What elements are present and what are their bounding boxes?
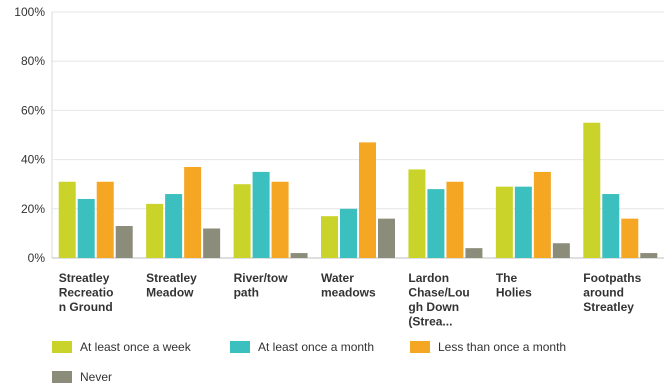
legend-swatch-less xyxy=(410,341,430,353)
bar xyxy=(640,253,658,258)
x-category-label: Water meadows xyxy=(321,271,376,300)
bar xyxy=(233,184,251,258)
bar xyxy=(552,243,570,258)
y-tick-label: 20% xyxy=(21,202,45,216)
x-category-label-line: Streatley xyxy=(146,271,197,285)
legend-item-week: At least once a week xyxy=(52,340,191,354)
x-category-label-line: Streatley xyxy=(59,271,110,285)
bar xyxy=(252,171,270,258)
bar xyxy=(203,228,221,258)
x-category-label-line: meadows xyxy=(321,286,376,300)
y-tick-label: 40% xyxy=(21,153,45,167)
bar xyxy=(321,216,338,258)
y-tick-label: 80% xyxy=(21,54,45,68)
bar xyxy=(514,186,532,258)
bar xyxy=(359,142,376,258)
x-category-label-line: Meadow xyxy=(146,286,194,300)
bar xyxy=(408,169,426,258)
x-category-label-line: around xyxy=(583,286,624,300)
bar xyxy=(77,198,95,258)
bar xyxy=(290,253,308,258)
x-category-label-line: Chase/Lou xyxy=(408,286,469,300)
y-tick-label: 60% xyxy=(21,103,45,117)
bar xyxy=(427,189,445,258)
legend-swatch-week xyxy=(52,341,72,353)
bar xyxy=(58,181,76,258)
x-category-label: Streatley Recreatio n Ground xyxy=(59,271,114,314)
legend-label-month: At least once a month xyxy=(258,340,375,354)
x-category-label-line: n Ground xyxy=(59,300,113,314)
legend-item-never: Never xyxy=(52,370,112,384)
x-category-label-line: path xyxy=(234,286,259,300)
legend-swatch-never xyxy=(52,371,72,383)
bar xyxy=(621,218,639,258)
bar xyxy=(340,208,357,258)
legend-label-week: At least once a week xyxy=(80,340,191,354)
bar xyxy=(378,218,395,258)
x-category-label-line: Lardon xyxy=(408,271,449,285)
x-category-label-line: The xyxy=(496,271,518,285)
x-category-label-line: (Strea... xyxy=(408,315,452,329)
x-category-label-line: River/tow xyxy=(234,271,289,285)
bar xyxy=(115,226,133,258)
bar xyxy=(165,194,183,258)
bar xyxy=(146,203,164,258)
x-category-label: The Holies xyxy=(496,271,532,300)
x-category-label-line: Streatley xyxy=(583,300,634,314)
x-category-label-line: Holies xyxy=(496,286,532,300)
legend-item-month: At least once a month xyxy=(230,340,374,354)
y-tick-label: 0% xyxy=(28,251,46,265)
bar xyxy=(602,194,620,258)
legend-label-less: Less than once a month xyxy=(438,340,567,354)
bar xyxy=(465,248,483,258)
x-category-label: Streatley Meadow xyxy=(146,271,197,300)
bar xyxy=(583,122,601,258)
x-category-label-line: Recreatio xyxy=(59,286,114,300)
x-category-label-line: Water xyxy=(321,271,354,285)
legend-swatch-month xyxy=(230,341,250,353)
bar xyxy=(96,181,114,258)
bar xyxy=(533,171,551,258)
bar-chart: 0%20%40%60%80%100%Streatley Recreatio n Gr… xyxy=(14,5,664,329)
legend-item-less: Less than once a month xyxy=(410,340,566,354)
bar xyxy=(495,186,513,258)
bar xyxy=(184,166,202,258)
x-category-label: Lardon Chase/Lou gh Down (Strea... xyxy=(408,271,469,329)
x-category-label-line: Footpaths xyxy=(583,271,641,285)
x-category-label-line: gh Down xyxy=(408,300,459,314)
legend-label-never: Never xyxy=(80,370,113,384)
bar xyxy=(271,181,289,258)
bar xyxy=(446,181,464,258)
x-category-label: Footpaths around Streatley xyxy=(583,271,641,314)
y-tick-label: 100% xyxy=(14,5,45,19)
x-category-label: River/tow path xyxy=(234,271,289,300)
